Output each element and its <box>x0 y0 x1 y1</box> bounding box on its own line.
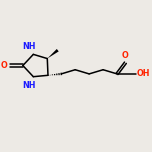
Text: NH: NH <box>22 81 36 90</box>
Text: O: O <box>1 61 7 70</box>
Text: NH: NH <box>22 42 36 51</box>
Text: O: O <box>122 51 129 60</box>
Text: OH: OH <box>137 69 150 78</box>
Polygon shape <box>47 49 59 59</box>
